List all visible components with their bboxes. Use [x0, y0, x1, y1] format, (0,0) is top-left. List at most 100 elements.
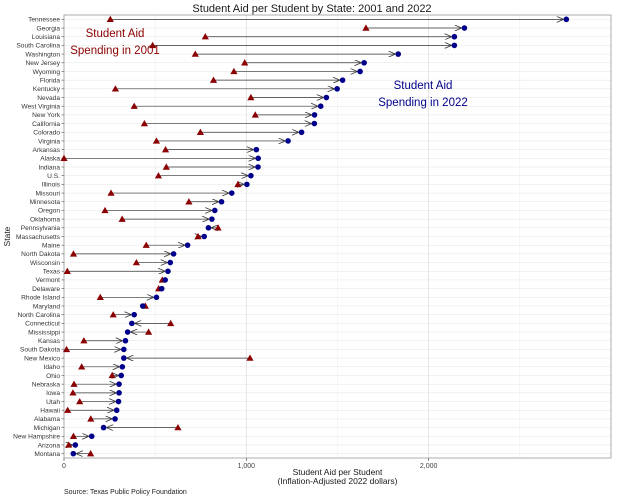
- point-2001: [87, 415, 95, 422]
- y-tick-label: Massachusetts: [16, 234, 61, 241]
- y-tick-label: New Hampshire: [13, 434, 60, 441]
- point-2022: [395, 51, 402, 57]
- point-2001: [154, 172, 163, 179]
- point-2001: [191, 50, 199, 57]
- y-tick-label: Connecticut: [25, 321, 60, 328]
- point-2022: [162, 277, 168, 283]
- point-2001: [69, 389, 77, 396]
- point-2022: [311, 112, 318, 118]
- point-2001: [76, 397, 84, 405]
- point-2022: [153, 294, 160, 301]
- point-2022: [451, 42, 458, 49]
- source-note: Source: Texas Public Policy Foundation: [64, 489, 187, 496]
- point-2001: [161, 146, 170, 153]
- point-2001: [63, 267, 71, 274]
- point-2001: [185, 198, 193, 205]
- point-2022: [211, 207, 218, 214]
- point-2022: [124, 329, 131, 335]
- point-2001: [174, 423, 182, 431]
- point-2001: [194, 232, 202, 240]
- y-tick-label: Nebraska: [32, 381, 61, 388]
- y-tick-label: New York: [32, 112, 61, 119]
- y-tick-label: North Dakota: [21, 251, 60, 258]
- y-tick-label: Missouri: [35, 190, 60, 197]
- annotation-2022: Student Aid: [394, 80, 453, 92]
- y-tick-label: Virginia: [38, 138, 60, 145]
- point-2001: [69, 250, 78, 257]
- y-tick-label: Idaho: [43, 364, 60, 371]
- point-2001: [140, 119, 149, 127]
- y-tick-label: Tennessee: [28, 17, 60, 24]
- point-2022: [209, 216, 215, 222]
- y-tick-label: Michigan: [34, 425, 61, 432]
- point-2001: [209, 76, 218, 83]
- point-2001: [80, 337, 88, 344]
- point-2001: [196, 128, 204, 135]
- y-tick-label: Nevada: [37, 95, 60, 102]
- point-2001: [234, 180, 242, 188]
- y-tick-label: Kentucky: [33, 86, 61, 93]
- point-2022: [122, 337, 129, 344]
- y-tick-label: Mississippi: [28, 329, 60, 336]
- point-2022: [165, 268, 171, 275]
- point-2022: [361, 59, 367, 66]
- point-2001: [118, 215, 126, 222]
- point-2001: [65, 441, 73, 448]
- point-2001: [162, 163, 170, 170]
- point-2022: [139, 303, 146, 309]
- point-2001: [130, 102, 138, 109]
- y-tick-label: Georgia: [37, 25, 61, 32]
- point-2001: [60, 154, 68, 162]
- y-tick-label: Oklahoma: [30, 216, 60, 223]
- y-tick-label: California: [32, 121, 60, 128]
- y-tick-label: Texas: [43, 269, 61, 276]
- y-tick-label: Wisconsin: [30, 260, 60, 267]
- y-tick-label: Delaware: [32, 286, 60, 293]
- point-2001: [109, 311, 117, 318]
- point-2022: [131, 311, 137, 318]
- y-tick-label: Illinois: [42, 182, 61, 189]
- point-2001: [107, 189, 115, 196]
- point-2022: [334, 86, 340, 92]
- y-tick-label: West Virginia: [21, 104, 60, 111]
- y-tick-label: Arkansas: [33, 147, 61, 154]
- point-2022: [129, 320, 135, 327]
- point-2001: [132, 258, 140, 266]
- point-2022: [167, 259, 174, 266]
- point-2022: [72, 442, 79, 448]
- x-tick-label: 1,000: [238, 463, 256, 470]
- y-tick-label: South Carolina: [16, 43, 60, 50]
- point-2001: [62, 345, 71, 353]
- y-tick-label: Alabama: [34, 416, 60, 423]
- y-tick-label: Florida: [40, 77, 60, 84]
- point-2022: [244, 181, 250, 188]
- point-2022: [205, 225, 212, 231]
- y-tick-label: Indiana: [38, 164, 60, 171]
- point-2022: [357, 68, 363, 75]
- point-2022: [118, 372, 125, 379]
- point-2022: [339, 77, 346, 83]
- point-2001: [78, 363, 86, 370]
- point-2001: [106, 15, 114, 23]
- point-2001: [145, 328, 153, 335]
- x-axis-title: Student Aid per Student: [293, 467, 383, 477]
- point-2022: [253, 146, 260, 153]
- y-tick-label: Colorado: [33, 130, 60, 137]
- point-2001: [167, 319, 175, 327]
- y-tick-label: Maryland: [33, 303, 60, 310]
- point-2022: [121, 346, 127, 353]
- y-tick-label: Iowa: [46, 390, 60, 397]
- point-2001: [201, 33, 209, 40]
- point-2022: [255, 155, 261, 162]
- point-2001: [142, 241, 150, 248]
- point-2022: [70, 450, 77, 457]
- x-axis-title: (Inflation-Adjusted 2022 dollars): [277, 476, 397, 486]
- y-tick-label: Rhode Island: [21, 295, 60, 302]
- point-2022: [563, 16, 570, 23]
- point-2022: [255, 164, 261, 170]
- point-2001: [149, 41, 157, 49]
- x-tick-label: 0: [62, 463, 66, 470]
- point-2022: [115, 398, 122, 405]
- point-2001: [87, 450, 95, 457]
